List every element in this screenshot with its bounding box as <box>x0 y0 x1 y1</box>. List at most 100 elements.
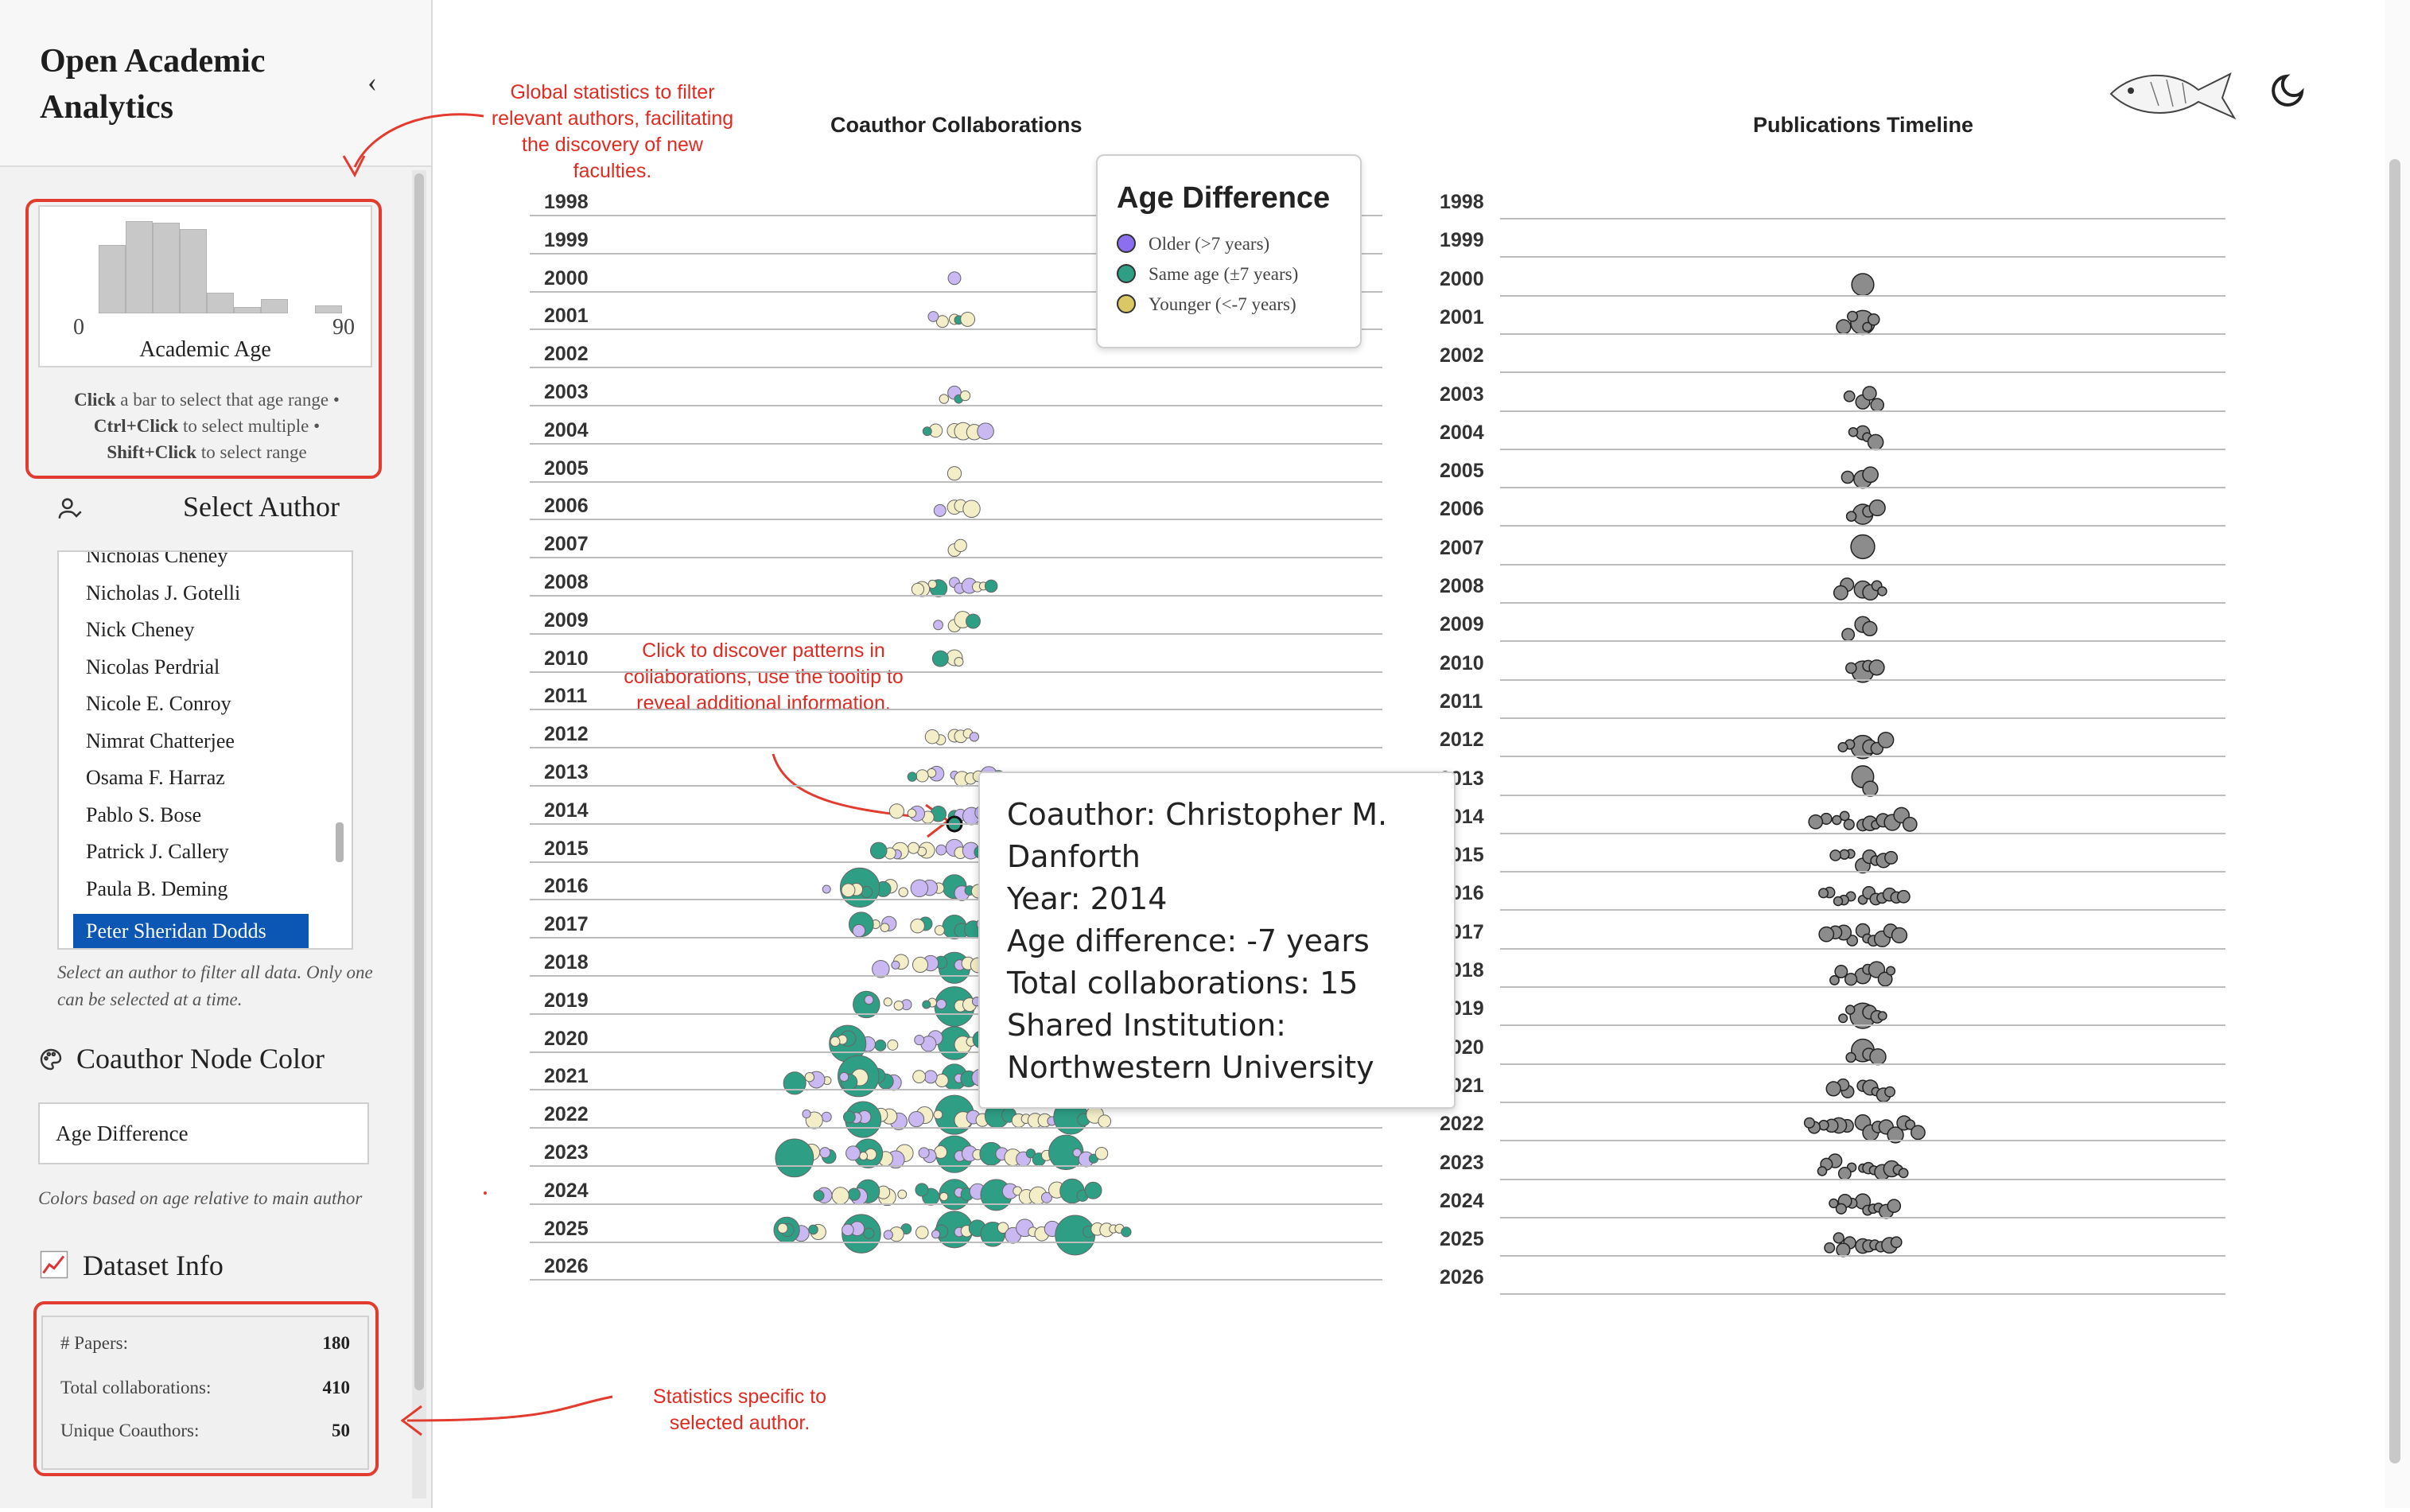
histogram-bar[interactable] <box>126 221 153 313</box>
node-color-select[interactable]: Age Difference <box>38 1102 369 1164</box>
coauthor-node[interactable] <box>869 842 888 860</box>
publication-node[interactable] <box>1841 628 1856 642</box>
coauthor-node[interactable] <box>821 1111 832 1122</box>
author-option[interactable]: Nick Cheney <box>86 618 195 641</box>
publication-node[interactable] <box>1829 974 1840 985</box>
coauthor-node[interactable] <box>783 1071 807 1095</box>
coauthor-node[interactable] <box>947 271 962 286</box>
publication-node[interactable] <box>1891 927 1908 944</box>
coauthor-node[interactable] <box>872 960 890 978</box>
coauthor-node[interactable] <box>808 1224 818 1235</box>
histogram-bar[interactable] <box>99 245 126 313</box>
publication-node[interactable] <box>1846 310 1859 322</box>
coauthor-node[interactable] <box>911 582 925 597</box>
histogram-bar[interactable] <box>207 293 234 313</box>
coauthor-node[interactable] <box>966 613 981 629</box>
coauthor-node[interactable] <box>915 1226 929 1239</box>
publication-node[interactable] <box>1841 470 1855 484</box>
publication-node[interactable] <box>1867 433 1884 451</box>
coauthor-node[interactable] <box>880 923 890 933</box>
coauthor-node[interactable] <box>845 1145 861 1161</box>
publication-node[interactable] <box>1862 321 1872 332</box>
author-option[interactable]: Nicolas Perdrial <box>86 655 220 678</box>
coauthor-node[interactable] <box>907 772 918 782</box>
publication-node[interactable] <box>1862 780 1879 797</box>
histogram-bar[interactable] <box>153 223 180 313</box>
moon-icon[interactable] <box>2268 72 2307 119</box>
publication-node[interactable] <box>1833 1232 1844 1244</box>
coauthor-node[interactable] <box>847 1187 861 1201</box>
publication-node[interactable] <box>1868 499 1886 517</box>
publication-node[interactable] <box>1877 586 1887 597</box>
coauthor-node[interactable] <box>933 620 943 631</box>
publication-node[interactable] <box>1844 973 1858 986</box>
author-list-scrollbar[interactable] <box>336 822 344 862</box>
publication-node[interactable] <box>1832 814 1842 826</box>
coauthor-node[interactable] <box>1094 1147 1109 1160</box>
coauthor-node[interactable] <box>969 732 980 742</box>
coauthor-node[interactable] <box>935 315 949 328</box>
coauthor-node[interactable] <box>910 918 925 934</box>
coauthor-node[interactable] <box>777 1222 788 1234</box>
publication-node[interactable] <box>1839 810 1850 822</box>
coauthor-node[interactable] <box>935 999 947 1010</box>
coauthor-node[interactable] <box>997 1222 1009 1234</box>
coauthor-node[interactable] <box>922 426 932 437</box>
coauthor-node[interactable] <box>804 1071 815 1082</box>
coauthor-node[interactable] <box>842 1110 856 1124</box>
publication-node[interactable] <box>1911 1125 1926 1141</box>
coauthor-node[interactable] <box>1040 1191 1052 1203</box>
publication-node[interactable] <box>1818 888 1829 899</box>
coauthor-node[interactable] <box>910 879 929 898</box>
coauthor-node[interactable] <box>915 769 929 783</box>
coauthor-node[interactable] <box>954 656 964 667</box>
coauthor-node[interactable] <box>852 923 866 938</box>
coauthor-node[interactable] <box>775 1138 814 1178</box>
coauthor-node[interactable] <box>922 1000 931 1009</box>
coauthor-node[interactable] <box>897 1189 908 1199</box>
coauthor-node[interactable] <box>888 803 904 819</box>
author-option[interactable]: Osama F. Harraz <box>86 766 225 789</box>
publication-node[interactable] <box>1843 818 1855 830</box>
publication-node[interactable] <box>1890 1236 1903 1249</box>
publication-node[interactable] <box>1886 966 1896 976</box>
histogram-bar[interactable] <box>315 305 342 313</box>
publication-node[interactable] <box>1848 426 1859 437</box>
coauthor-node[interactable] <box>931 1230 941 1239</box>
publication-node[interactable] <box>1877 732 1895 748</box>
coauthor-node[interactable] <box>1025 1149 1036 1159</box>
author-option[interactable]: Nicholas J. Gotelli <box>86 581 241 604</box>
coauthor-node[interactable] <box>1084 1181 1102 1199</box>
coauthor-node[interactable] <box>887 1039 899 1051</box>
coauthor-node[interactable] <box>939 394 950 404</box>
publication-node[interactable] <box>1829 1198 1839 1209</box>
coauthor-node[interactable] <box>924 729 940 744</box>
coauthor-node[interactable] <box>915 1183 929 1197</box>
coauthor-node[interactable] <box>908 1111 925 1128</box>
author-option[interactable]: Nimrat Chatterjee <box>86 729 235 752</box>
publication-node[interactable] <box>1884 850 1899 865</box>
coauthor-node[interactable] <box>898 887 908 897</box>
publication-node[interactable] <box>1877 1011 1887 1021</box>
coauthor-node[interactable] <box>1072 1148 1082 1158</box>
sidebar-scroll-thumb[interactable] <box>414 173 424 1390</box>
publication-node[interactable] <box>1884 1086 1896 1098</box>
coauthor-node[interactable] <box>962 499 981 519</box>
publication-node[interactable] <box>1829 849 1841 861</box>
publication-node[interactable] <box>1833 896 1844 907</box>
coauthor-node[interactable] <box>822 884 831 894</box>
coauthor-node[interactable] <box>874 1040 887 1051</box>
publication-node[interactable] <box>1835 1203 1847 1215</box>
publication-node[interactable] <box>1838 1013 1848 1024</box>
publication-node[interactable] <box>1862 466 1879 484</box>
histogram-bar[interactable] <box>234 307 261 313</box>
publication-node[interactable] <box>1843 390 1856 402</box>
coauthor-node[interactable] <box>954 538 967 553</box>
coauthor-node[interactable] <box>977 422 994 440</box>
publication-node[interactable] <box>1837 741 1848 752</box>
publication-node[interactable] <box>1862 620 1878 637</box>
chevron-left-icon[interactable]: ‹ <box>367 66 377 98</box>
publication-node[interactable] <box>1898 1168 1909 1179</box>
coauthor-node[interactable] <box>959 390 971 402</box>
publication-node[interactable] <box>1845 1051 1856 1063</box>
